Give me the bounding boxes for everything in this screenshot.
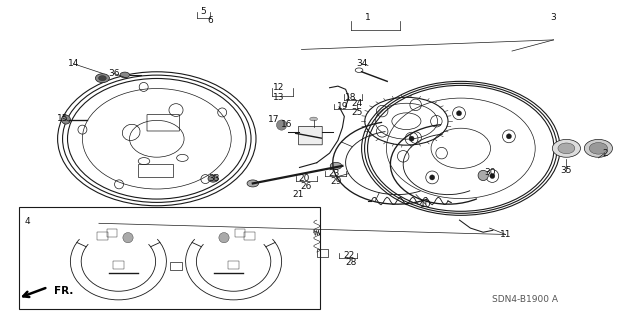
Bar bbox=[113, 261, 124, 269]
Text: 19: 19 bbox=[337, 102, 348, 111]
Ellipse shape bbox=[552, 139, 580, 157]
Text: 3: 3 bbox=[551, 13, 556, 22]
Ellipse shape bbox=[99, 76, 106, 81]
Circle shape bbox=[61, 115, 70, 124]
Text: 21: 21 bbox=[292, 190, 303, 199]
Text: 13: 13 bbox=[273, 93, 284, 102]
Text: 14: 14 bbox=[68, 59, 79, 68]
Text: 34: 34 bbox=[356, 59, 367, 68]
Ellipse shape bbox=[589, 143, 607, 154]
Bar bbox=[170, 262, 182, 270]
Text: SDN4-B1900 A: SDN4-B1900 A bbox=[492, 295, 558, 304]
Text: FR.: FR. bbox=[54, 286, 74, 296]
Ellipse shape bbox=[95, 74, 109, 83]
Circle shape bbox=[409, 136, 414, 141]
Text: 12: 12 bbox=[273, 83, 284, 92]
Circle shape bbox=[276, 120, 287, 130]
Text: 20: 20 bbox=[298, 174, 310, 183]
Bar bbox=[107, 229, 117, 237]
Text: 23: 23 bbox=[328, 169, 340, 178]
Text: 18: 18 bbox=[345, 93, 356, 102]
Text: 6: 6 bbox=[207, 16, 212, 25]
Text: 15: 15 bbox=[57, 114, 68, 122]
Text: 16: 16 bbox=[281, 120, 292, 129]
Text: 29: 29 bbox=[330, 177, 342, 186]
Text: 36: 36 bbox=[108, 69, 120, 78]
Text: 5: 5 bbox=[201, 7, 206, 16]
Ellipse shape bbox=[208, 175, 218, 182]
Bar bbox=[138, 164, 173, 177]
Text: 33: 33 bbox=[209, 174, 220, 183]
Ellipse shape bbox=[310, 117, 317, 121]
Circle shape bbox=[506, 134, 511, 139]
Text: 25: 25 bbox=[351, 108, 363, 117]
Circle shape bbox=[219, 233, 229, 243]
Ellipse shape bbox=[120, 72, 130, 78]
Ellipse shape bbox=[584, 139, 612, 157]
Text: 28: 28 bbox=[345, 258, 356, 267]
Circle shape bbox=[123, 233, 133, 243]
Text: 2: 2 bbox=[602, 149, 607, 158]
Text: 30: 30 bbox=[484, 168, 495, 177]
Bar bbox=[244, 232, 255, 240]
Text: 1: 1 bbox=[365, 13, 371, 22]
Bar bbox=[317, 249, 328, 257]
Circle shape bbox=[478, 170, 488, 181]
Text: 11: 11 bbox=[500, 230, 511, 239]
Circle shape bbox=[456, 111, 461, 116]
Bar bbox=[235, 229, 245, 237]
Text: 26: 26 bbox=[300, 182, 312, 191]
Text: 10: 10 bbox=[420, 200, 431, 209]
Ellipse shape bbox=[330, 162, 342, 169]
Ellipse shape bbox=[247, 180, 259, 187]
Text: 22: 22 bbox=[343, 251, 355, 260]
FancyBboxPatch shape bbox=[299, 126, 322, 145]
Bar bbox=[19, 207, 320, 309]
Ellipse shape bbox=[558, 143, 575, 154]
Text: 4: 4 bbox=[24, 217, 29, 226]
Bar bbox=[97, 232, 108, 240]
Circle shape bbox=[429, 175, 435, 180]
Bar bbox=[228, 261, 239, 269]
Circle shape bbox=[490, 174, 495, 179]
Text: 24: 24 bbox=[351, 99, 363, 108]
Text: 17: 17 bbox=[268, 115, 279, 124]
Text: 35: 35 bbox=[561, 166, 572, 175]
